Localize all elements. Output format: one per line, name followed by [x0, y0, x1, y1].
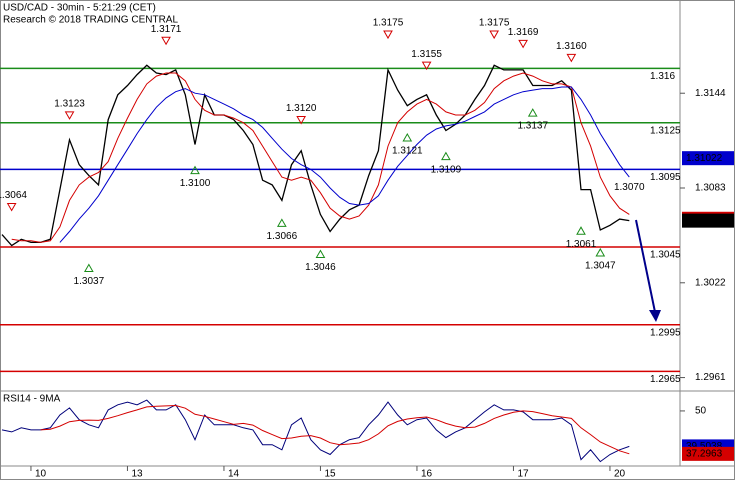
high-marker	[489, 30, 500, 40]
annotation-label: 1.3100	[180, 178, 211, 189]
projection-arrow	[635, 219, 656, 313]
series-line	[11, 72, 630, 243]
annotation-label: 1.3047	[585, 261, 616, 272]
high-marker	[566, 53, 577, 63]
high-marker	[421, 61, 432, 71]
level-label: 1.316	[650, 71, 675, 82]
low-marker	[190, 165, 200, 175]
high-marker	[6, 203, 17, 212]
x-tick-label: 20	[614, 469, 626, 480]
x-tick-label: 17	[517, 469, 529, 480]
price-tag-label: 1.3062	[686, 215, 717, 226]
x-tick-label: 10	[35, 469, 47, 480]
y-tick-label: 1.2961	[695, 372, 726, 383]
level-label: 1.3045	[650, 250, 681, 261]
high-marker	[518, 39, 528, 49]
y-tick-label: 1.3144	[695, 88, 726, 99]
low-marker	[276, 218, 287, 227]
low-marker	[595, 247, 606, 257]
low-marker	[315, 249, 326, 258]
high-marker	[161, 36, 171, 46]
level-label: 1.2965	[650, 374, 681, 385]
arrow-head	[649, 310, 661, 322]
annotation-label: 1.3109	[431, 164, 462, 175]
annotation-label: 1.3064	[0, 190, 27, 201]
x-tick-label: 15	[324, 469, 336, 480]
plot: 1.3144 1.3083 1.3022 1.2961 1.316 1.3125 1.309…	[0, 18, 734, 480]
annotation-label: 1.3175	[479, 18, 510, 29]
price-tag-label: 39.5038	[686, 441, 723, 452]
annotation-label: 1.3037	[74, 276, 105, 287]
level-label: 1.3125	[650, 125, 681, 136]
series-line	[1, 399, 630, 463]
level-label: 1.2995	[650, 327, 681, 338]
high-marker	[296, 116, 307, 125]
annotation-label: 1.3155	[411, 49, 442, 60]
price-tag-label: 1.31022	[686, 153, 723, 164]
price-tag-label: 37.2963	[686, 449, 723, 460]
annotation-label: 1.3171	[151, 24, 182, 35]
price-tag	[682, 151, 734, 166]
low-marker	[83, 263, 94, 272]
y-tick-label: 50	[695, 406, 707, 417]
price-tag	[682, 213, 734, 228]
high-marker	[64, 111, 75, 120]
series-line	[1, 64, 630, 247]
x-tick-label: 13	[131, 469, 143, 480]
annotation-label: 1.3066	[267, 231, 298, 242]
rsi-title: RSI14 - 9MA	[3, 394, 61, 405]
low-marker	[527, 108, 538, 117]
annotation-label: 1.3120	[286, 103, 317, 114]
annotation-label: 1.3175	[373, 18, 404, 29]
y-tick-label: 1.3022	[695, 277, 726, 288]
annotation-label: 1.3121	[392, 146, 423, 157]
high-marker	[383, 30, 393, 40]
annotation-label: 1.3169	[508, 27, 539, 38]
annotation-label: 1.3046	[305, 262, 336, 273]
level-label: 1.3095	[650, 172, 681, 183]
x-tick-label: 16	[421, 469, 433, 480]
price-tag	[682, 446, 734, 461]
chart-subtitle: Research © 2018 TRADING CENTRAL	[3, 15, 178, 26]
y-tick-label: 1.3083	[695, 183, 726, 194]
low-marker	[576, 226, 586, 235]
chart-title: USD/CAD - 30min - 5:21:29 (CET)	[3, 3, 156, 14]
annotation-label: 1.3160	[556, 41, 587, 52]
low-marker	[402, 132, 413, 142]
annotation-label: 1.3137	[517, 121, 548, 132]
series-line	[40, 404, 630, 455]
annotation-label: 1.3123	[54, 98, 85, 109]
annotation-label: 1.3070	[614, 182, 645, 193]
low-marker	[441, 151, 451, 161]
annotation-label: 1.3061	[566, 239, 597, 250]
series-line	[59, 86, 630, 243]
x-tick-label: 14	[228, 469, 240, 480]
